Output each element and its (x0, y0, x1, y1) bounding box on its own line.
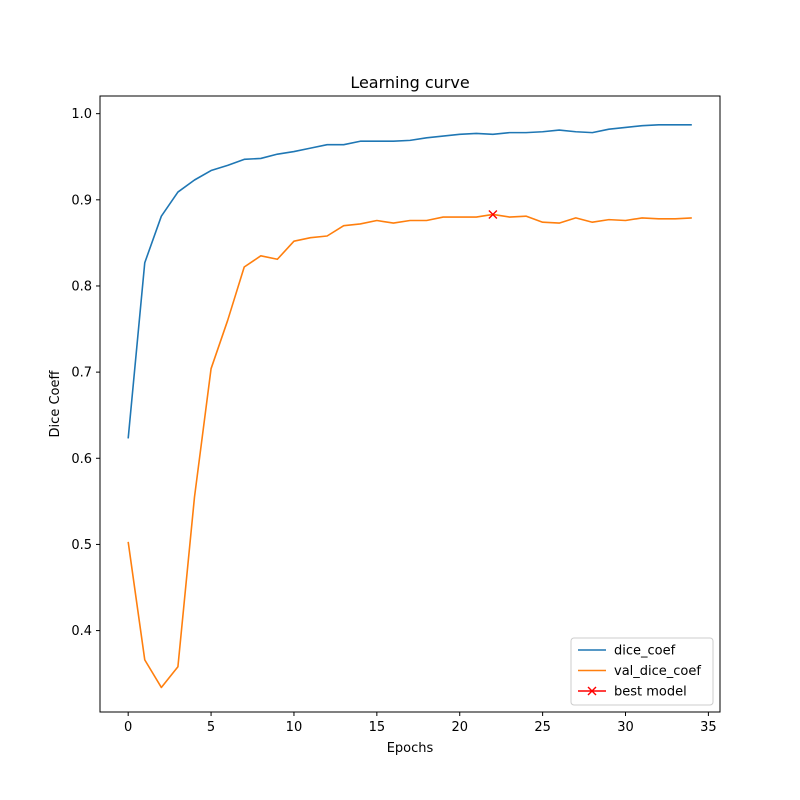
x-tick-label: 5 (207, 720, 215, 735)
legend-label: dice_coef (614, 644, 676, 659)
x-axis-title: Epochs (387, 741, 434, 756)
legend-label: best model (614, 685, 687, 700)
legend-entry-val-dice-coef: val_dice_coef (578, 664, 701, 679)
x-tick-label: 30 (617, 720, 634, 735)
y-tick-label: 0.8 (71, 279, 92, 294)
y-tick-label: 1.0 (71, 107, 92, 122)
series-line-dice-coef (127, 124, 692, 439)
legend-label: val_dice_coef (614, 664, 701, 679)
best-model-marker (488, 209, 498, 219)
y-tick-label: 0.5 (71, 538, 92, 553)
y-tick-label: 0.4 (71, 624, 92, 639)
x-tick-label: 0 (124, 720, 132, 735)
series-line-val-dice-coef (127, 213, 692, 689)
x-tick-label: 25 (534, 720, 551, 735)
x-tick-label: 35 (700, 720, 717, 735)
legend-box (570, 637, 714, 706)
y-tick-label: 0.6 (71, 452, 92, 467)
y-axis-title: Dice Coeff (48, 370, 63, 438)
y-tick-label: 0.7 (71, 366, 92, 381)
chart-title: Learning curve (350, 73, 469, 92)
x-tick-label: 20 (451, 720, 468, 735)
plot-area (127, 124, 692, 689)
x-tick-label: 15 (369, 720, 386, 735)
x-axis: 0 5 10 15 20 25 30 35 (124, 712, 717, 735)
legend-entry-best-model: best model (578, 685, 687, 700)
y-tick-label: 0.9 (71, 193, 92, 208)
legend-entry-dice-coef: dice_coef (578, 644, 676, 659)
y-axis: 0.4 0.5 0.6 0.7 0.8 0.9 1.0 (71, 107, 100, 639)
x-tick-label: 10 (286, 720, 303, 735)
plot-frame (99, 95, 721, 713)
